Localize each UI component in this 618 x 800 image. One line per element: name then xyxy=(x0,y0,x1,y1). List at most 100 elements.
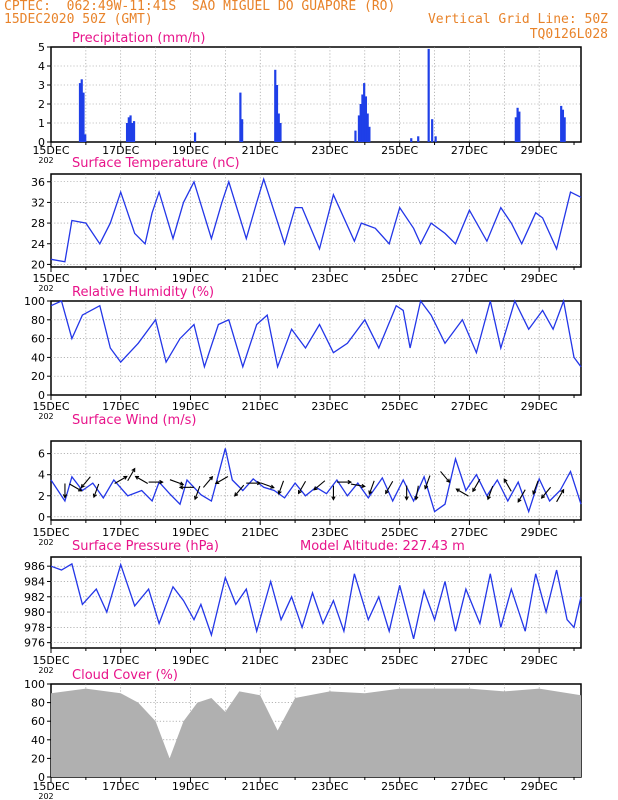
y-tick-label: 40 xyxy=(31,734,45,747)
wind-arrow xyxy=(456,488,469,497)
wind-arrow-head xyxy=(503,478,508,483)
x-tick-label: 27DEC xyxy=(451,144,488,157)
wind-arrow-head xyxy=(297,489,302,495)
x-tick-year-label: 202 xyxy=(38,538,53,547)
model-altitude-annotation: Model Altitude: 227.43 m xyxy=(300,539,465,554)
x-tick-label: 21DEC xyxy=(242,780,279,793)
y-tick-label: 986 xyxy=(24,560,45,573)
wind-arrow xyxy=(69,483,82,492)
series-line xyxy=(50,298,582,370)
precip-bar xyxy=(561,109,565,142)
wind-arrow-head xyxy=(347,479,353,485)
y-tick-label: 60 xyxy=(31,715,45,728)
y-tick-label: 2 xyxy=(38,98,45,111)
x-tick-label: 15DEC xyxy=(32,144,69,157)
precip-bar xyxy=(368,126,371,142)
precip-bar xyxy=(80,79,83,142)
wind-arrow xyxy=(440,471,450,483)
precip-bar xyxy=(354,130,357,142)
x-tick-year-label: 202 xyxy=(38,412,53,421)
x-tick-year-label: 202 xyxy=(38,156,53,165)
x-tick-label: 27DEC xyxy=(451,526,488,539)
x-tick-label: 29DEC xyxy=(521,780,558,793)
x-tick-label: 25DEC xyxy=(381,144,418,157)
panel-title: Surface Wind (m/s) xyxy=(72,413,196,428)
chart-header-date: 15DEC2020 50Z (GMT) xyxy=(4,12,153,27)
y-tick-label: 100 xyxy=(24,678,45,691)
wind-arrow-head xyxy=(159,479,164,485)
precip-bar xyxy=(132,121,136,142)
wind-arrow-head xyxy=(472,487,477,493)
wind-arrow-head xyxy=(77,487,83,492)
y-tick-label: 80 xyxy=(31,697,45,710)
precip-bar xyxy=(518,111,521,142)
x-tick-label: 15DEC xyxy=(32,272,69,285)
precip-bar xyxy=(193,132,197,142)
precip-bar xyxy=(514,117,517,142)
y-tick-label: 28 xyxy=(31,217,45,230)
x-tick-label: 27DEC xyxy=(451,272,488,285)
wind-arrow-head xyxy=(455,488,460,493)
wind-arrow xyxy=(472,478,481,492)
panel-title: Precipitation (mm/h) xyxy=(72,31,205,46)
x-tick-label: 23DEC xyxy=(311,400,348,413)
precip-bar xyxy=(274,69,277,142)
y-tick-label: 2 xyxy=(38,490,45,503)
wind-arrow xyxy=(368,480,375,495)
x-tick-label: 29DEC xyxy=(521,526,558,539)
precip-bar xyxy=(84,134,87,142)
precip-bar xyxy=(410,138,413,142)
x-tick-label: 25DEC xyxy=(381,780,418,793)
x-tick-label: 25DEC xyxy=(381,526,418,539)
x-tick-label: 23DEC xyxy=(311,654,348,667)
series-line xyxy=(50,177,582,263)
y-tick-label: 40 xyxy=(31,351,45,364)
wind-arrow-head xyxy=(331,496,336,501)
y-tick-label: 0 xyxy=(38,136,45,149)
x-tick-label: 17DEC xyxy=(102,654,139,667)
panel-title: Surface Pressure (hPa) xyxy=(72,539,219,554)
panel-frame xyxy=(50,556,582,649)
series-line xyxy=(50,562,582,639)
y-tick-label: 984 xyxy=(24,575,45,588)
y-tick-label: 32 xyxy=(31,196,45,209)
wind-arrow xyxy=(415,485,419,500)
wind-arrow xyxy=(80,476,91,488)
wind-arrow xyxy=(260,482,274,489)
wind-arrow xyxy=(385,481,394,494)
x-tick-label: 19DEC xyxy=(172,526,209,539)
precip-bar xyxy=(361,94,364,142)
wind-arrow-head xyxy=(368,490,373,496)
y-tick-label: 0 xyxy=(38,771,45,784)
cloud-cover-area xyxy=(51,688,581,777)
wind-arrow-head xyxy=(131,467,136,473)
x-tick-label: 15DEC xyxy=(32,780,69,793)
wind-arrow xyxy=(215,475,229,484)
x-tick-label: 17DEC xyxy=(102,526,139,539)
precip-bar xyxy=(516,107,519,142)
y-tick-label: 80 xyxy=(31,314,45,327)
panel-title: Relative Humidity (%) xyxy=(72,285,214,300)
precip-bar xyxy=(427,48,430,142)
panel-title: Cloud Cover (%) xyxy=(72,668,178,683)
x-tick-label: 29DEC xyxy=(521,144,558,157)
x-tick-label: 19DEC xyxy=(172,272,209,285)
wind-arrow xyxy=(114,475,128,484)
x-tick-label: 17DEC xyxy=(102,780,139,793)
wind-arrow-head xyxy=(234,492,239,497)
wind-arrow xyxy=(194,485,201,500)
wind-arrow-head xyxy=(540,494,546,499)
wind-arrow-head xyxy=(446,478,451,484)
wind-arrow xyxy=(541,486,552,499)
wind-arrow-head xyxy=(517,498,522,503)
x-tick-label: 29DEC xyxy=(521,400,558,413)
y-tick-label: 100 xyxy=(24,295,45,308)
wind-arrow xyxy=(532,480,539,495)
x-tick-label: 21DEC xyxy=(242,144,279,157)
y-tick-label: 0 xyxy=(38,511,45,524)
precip-bar xyxy=(357,115,361,142)
precip-bar xyxy=(431,119,434,142)
wind-arrow-head xyxy=(214,480,220,485)
wind-arrow xyxy=(135,475,148,484)
